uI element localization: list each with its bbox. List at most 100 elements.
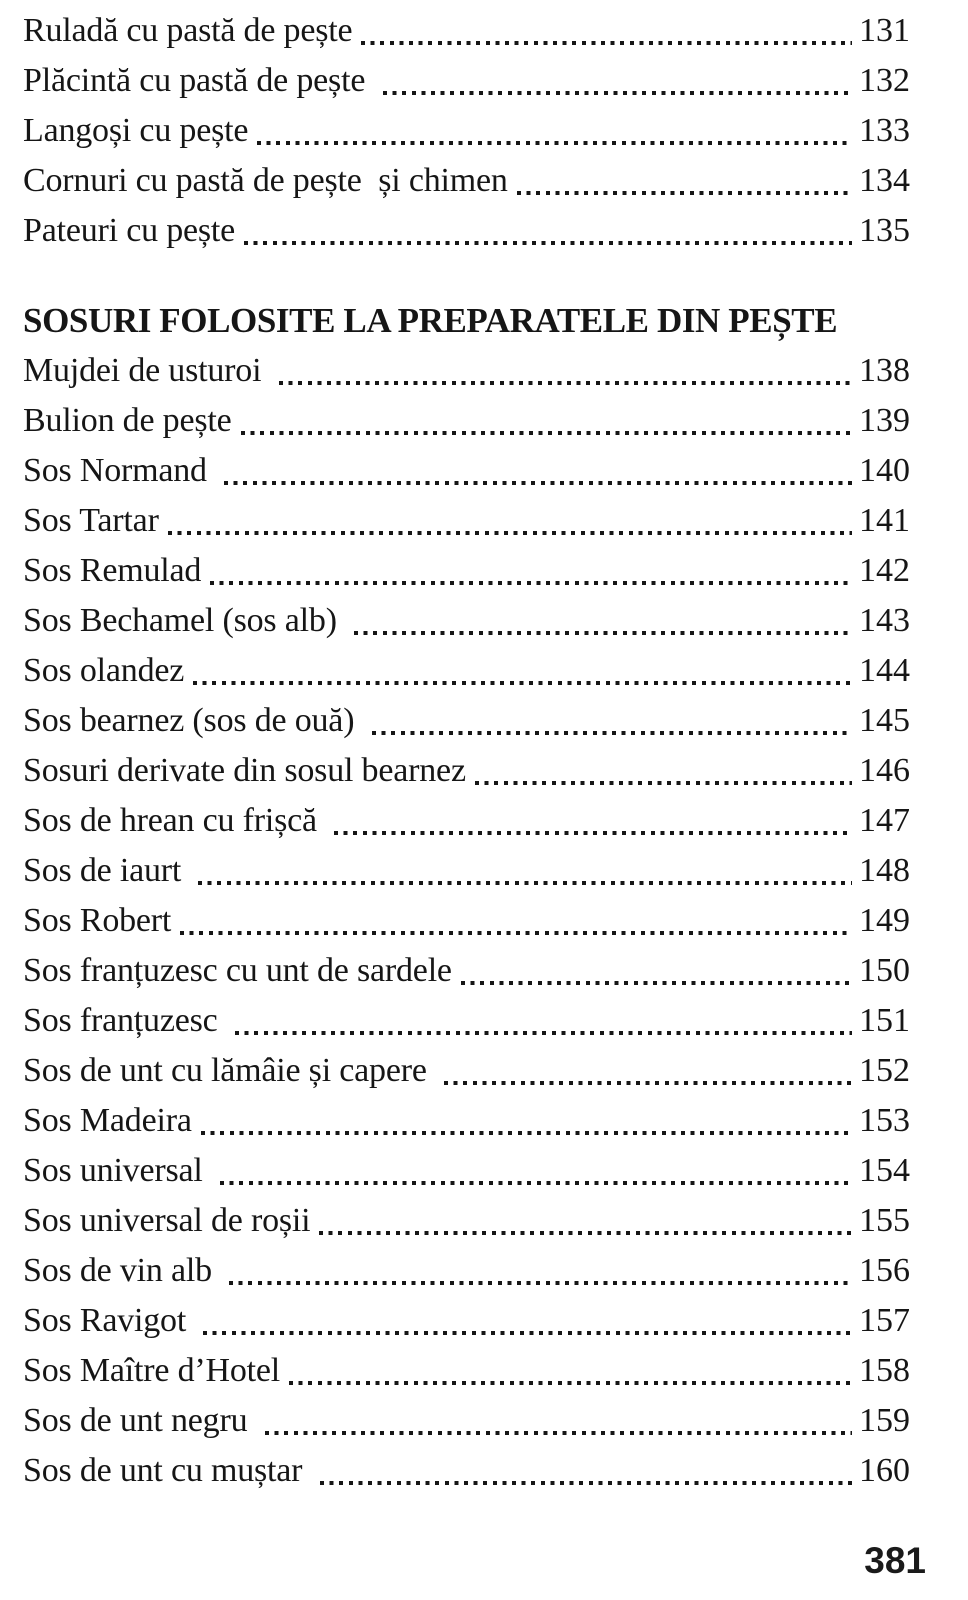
dot-leader [244,241,852,245]
toc-entry: Sos Maître d’Hotel 158 [23,1346,910,1396]
dot-leader [257,141,852,145]
toc-entry: Sos olandez 144 [23,646,910,696]
dot-leader [516,191,852,195]
dot-leader [474,781,852,785]
toc-entry: Sosuri derivate din sosul bearnez 146 [23,746,910,796]
toc-entry-title: Sos de iaurt [23,852,190,889]
dot-leader [289,1381,852,1385]
dot-leader [264,1431,852,1435]
toc-entry-title: Sos Normand [23,452,216,489]
toc-entry: Sos de unt negru 159 [23,1396,910,1446]
toc-entry: Sos de unt cu muștar 160 [23,1446,910,1496]
dot-leader [319,1481,852,1485]
dot-leader [382,91,852,95]
toc-entry: Sos universal de roșii 155 [23,1196,910,1246]
toc-entry: Sos Robert 149 [23,896,910,946]
toc-entry: Sos Bechamel (sos alb) 143 [23,596,910,646]
toc-entry-page: 142 [859,552,910,589]
toc-entry-title: Mujdei de usturoi [23,352,270,389]
toc-entry-title: Sos franțuzesc cu unt de sardele [23,952,452,989]
toc-entry-page: 149 [859,902,910,939]
toc-entry-title: Sosuri derivate din sosul bearnez [23,752,466,789]
dot-leader [229,1281,852,1285]
dot-leader [167,531,852,535]
toc-entry: Ruladă cu pastă de pește 131 [23,6,910,56]
toc-entry-page: 152 [859,1052,910,1089]
dot-leader [224,481,852,485]
dot-leader [278,381,852,385]
toc-entry-page: 144 [859,652,910,689]
toc-entry-page: 143 [859,602,910,639]
toc-entry-page: 160 [859,1452,910,1489]
toc-entry: Mujdei de usturoi 138 [23,346,910,396]
toc-entry-title: Pateuri cu pește [23,212,236,249]
toc-entry: Sos de unt cu lămâie și capere 152 [23,1046,910,1096]
toc-entry-page: 131 [859,12,910,49]
toc-entry-page: 132 [859,62,910,99]
toc-entry: Sos Ravigot 157 [23,1296,910,1346]
toc-entry: Bulion de pește 139 [23,396,910,446]
toc-entry-page: 151 [859,1002,910,1039]
toc-entry-title: Sos franțuzesc [23,1002,226,1039]
dot-leader [319,1231,852,1235]
section-heading: SOSURI FOLOSITE LA PREPARATELE DIN PEȘTE [23,301,838,340]
toc-list-sauces: Mujdei de usturoi 138 Bulion de pește 13… [23,346,910,1496]
dot-leader [200,1131,852,1135]
toc-entry-page: 155 [859,1202,910,1239]
toc-entry-title: Sos de unt negru [23,1402,256,1439]
toc-entry: Langoși cu pește 133 [23,106,910,156]
toc-entry-title: Sos universal de roșii [23,1202,311,1239]
toc-entry-title: Sos de unt cu lămâie și capere [23,1052,436,1089]
toc-entry-page: 139 [859,402,910,439]
dot-leader [460,981,852,985]
dot-leader [210,581,852,585]
toc-list-top: Ruladă cu pastă de pește 131 Plăcintă cu… [23,6,910,256]
toc-entry-title: Sos de unt cu muștar [23,1452,311,1489]
toc-entry-page: 146 [859,752,910,789]
toc-entry: Plăcintă cu pastă de pește 132 [23,56,910,106]
toc-entry-page: 133 [859,112,910,149]
toc-entry-title: Plăcintă cu pastă de pește [23,62,374,99]
toc-entry-page: 145 [859,702,910,739]
toc-entry-title: Sos Remulad [23,552,202,589]
toc-entry-title: Ruladă cu pastă de pește [23,12,353,49]
toc-entry-title: Sos Tartar [23,502,159,539]
toc-entry-page: 141 [859,502,910,539]
toc-entry: Sos Remulad 142 [23,546,910,596]
toc-entry-page: 158 [859,1352,910,1389]
dot-leader [240,431,852,435]
toc-entry: Sos universal 154 [23,1146,910,1196]
toc-entry-title: Sos universal [23,1152,211,1189]
toc-entry: Pateuri cu pește 135 [23,206,910,256]
toc-entry-page: 154 [859,1152,910,1189]
toc-entry-page: 138 [859,352,910,389]
toc-entry-title: Sos de vin alb [23,1252,221,1289]
toc-entry: Sos de hrean cu frișcă 147 [23,796,910,846]
toc-entry-page: 134 [859,162,910,199]
dot-leader [180,931,852,935]
toc-entry: Sos Tartar 141 [23,496,910,546]
toc-entry: Sos bearnez (sos de ouă) 145 [23,696,910,746]
toc-entry-page: 140 [859,452,910,489]
toc-entry-title: Sos Madeira [23,1102,192,1139]
dot-leader [334,831,852,835]
toc-entry-page: 159 [859,1402,910,1439]
page-number: 381 [864,1540,926,1581]
dot-leader [198,881,852,885]
dot-leader [354,631,852,635]
toc-entry-page: 135 [859,212,910,249]
dot-leader [193,681,852,685]
toc-entry-page: 150 [859,952,910,989]
dot-leader [203,1331,852,1335]
dot-leader [219,1181,852,1185]
toc-entry-title: Sos Robert [23,902,172,939]
toc-entry: Sos franțuzesc cu unt de sardele 150 [23,946,910,996]
dot-leader [234,1031,852,1035]
toc-entry-title: Cornuri cu pastă de pește și chimen [23,162,508,199]
toc-entry-title: Sos olandez [23,652,185,689]
toc-entry-title: Sos bearnez (sos de ouă) [23,702,363,739]
toc-entry: Sos de vin alb 156 [23,1246,910,1296]
toc-entry-title: Sos Bechamel (sos alb) [23,602,346,639]
toc-entry-title: Sos Ravigot [23,1302,195,1339]
